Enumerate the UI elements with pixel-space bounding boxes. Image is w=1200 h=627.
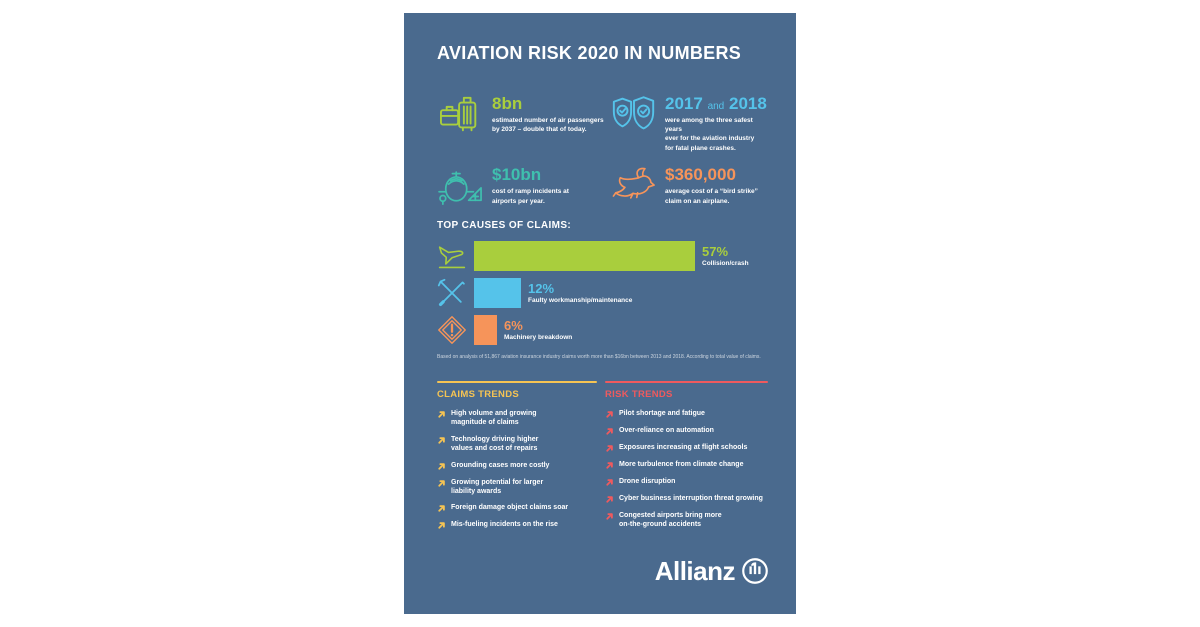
- trend-item: Technology driving higher values and cos…: [437, 435, 597, 454]
- up-right-arrow-icon: [605, 410, 614, 419]
- infographic-panel: AVIATION RISK 2020 IN NUMBERS 8bn: [404, 13, 796, 614]
- bar-value-label: 12%: [528, 281, 555, 297]
- trend-item: More turbulence from climate change: [605, 460, 768, 470]
- trend-item-label: Congested airports bring more on-the-gro…: [619, 511, 722, 529]
- trend-item: Exposures increasing at flight schools: [605, 443, 768, 453]
- stat-value: $10bn: [492, 165, 542, 185]
- up-right-arrow-icon: [605, 444, 614, 453]
- stat-description: estimated number of air passengers by 20…: [492, 116, 604, 134]
- stat-description: were among the three safest years ever f…: [665, 116, 755, 152]
- allianz-logo: Allianz: [655, 557, 769, 585]
- trend-item-label: Growing potential for larger liability a…: [451, 478, 544, 496]
- stat-bird-strike: $360,000 average cost of a “bird strike”…: [610, 165, 768, 207]
- bar-row-machinery: 6% Machinery breakdown: [437, 315, 768, 346]
- trend-item: Pilot shortage and fatigue: [605, 409, 768, 419]
- up-right-arrow-icon: [605, 461, 614, 470]
- page-title: AVIATION RISK 2020 IN NUMBERS: [437, 43, 742, 63]
- stat-air-passengers: 8bn estimated number of air passengers b…: [437, 94, 610, 154]
- stat-description: cost of ramp incidents at airports per y…: [492, 188, 569, 205]
- claims-trends-heading: CLAIMS TRENDS: [437, 388, 520, 400]
- tools-icon: [437, 278, 467, 308]
- luggage-icon: [437, 94, 485, 136]
- bar-machinery: [474, 315, 497, 346]
- trend-item-label: Cyber business interruption threat growi…: [619, 494, 763, 502]
- risk-trends-column: RISK TRENDS Pilot shortage and fatigue Ov…: [605, 380, 768, 531]
- up-right-arrow-icon: [605, 512, 614, 521]
- trend-item-label: More turbulence from climate change: [619, 460, 744, 468]
- bar-value-label: 57%: [702, 244, 729, 260]
- bar-category-label: Collision/crash: [702, 260, 749, 268]
- bar-chart: 57% Collision/crash 12%: [437, 241, 768, 346]
- claims-trends-divider: [437, 380, 597, 383]
- up-right-arrow-icon: [605, 478, 614, 487]
- bar-workmanship: [474, 278, 521, 309]
- plane-crash-icon: [437, 241, 467, 271]
- trend-item-label: Exposures increasing at flight schools: [619, 443, 748, 451]
- trend-item-label: Technology driving higher values and cos…: [451, 435, 539, 453]
- trend-item: Grounding cases more costly: [437, 461, 597, 471]
- trend-item: Foreign damage object claims soar: [437, 503, 597, 513]
- stat-value: 8bn: [492, 93, 523, 113]
- chart-title: TOP CAUSES OF CLAIMS:: [437, 220, 572, 232]
- bar-row-collision: 57% Collision/crash: [437, 241, 768, 272]
- trend-item: High volume and growing magnitude of cla…: [437, 409, 597, 428]
- bar-category-label: Faulty workmanship/maintenance: [528, 297, 633, 305]
- trend-item-label: High volume and growing magnitude of cla…: [451, 409, 537, 427]
- risk-trends-heading: RISK TRENDS: [605, 388, 673, 400]
- warning-diamond-icon: [437, 315, 467, 345]
- trend-item: Cyber business interruption threat growi…: [605, 494, 768, 504]
- trend-item: Growing potential for larger liability a…: [437, 478, 597, 497]
- stats-grid: 8bn estimated number of air passengers b…: [437, 94, 768, 208]
- stat-ramp-incidents: $10bn cost of ramp incidents at airports…: [437, 165, 610, 207]
- trend-item: Drone disruption: [605, 477, 768, 487]
- trend-item: Congested airports bring more on-the-gro…: [605, 511, 768, 530]
- risk-trends-divider: [605, 380, 768, 383]
- up-right-arrow-icon: [437, 504, 446, 513]
- stat-description: average cost of a “bird strike” claim on…: [665, 188, 758, 205]
- chart-footnote: Based on analysis of 51,867 aviation ins…: [437, 354, 761, 361]
- up-right-arrow-icon: [437, 410, 446, 419]
- trend-item-label: Mis-fueling incidents on the rise: [451, 521, 558, 529]
- trend-item: Mis-fueling incidents on the rise: [437, 520, 597, 530]
- up-right-arrow-icon: [437, 462, 446, 471]
- trend-item-label: Over-reliance on automation: [619, 426, 714, 434]
- airplane-ramp-icon: [437, 165, 485, 207]
- bar-value-label: 6%: [504, 318, 523, 334]
- bar-category-label: Machinery breakdown: [504, 334, 573, 342]
- stat-safest-years: 2017 and 2018 were among the three safes…: [610, 94, 768, 154]
- up-right-arrow-icon: [437, 436, 446, 445]
- allianz-eagle-icon: [741, 557, 769, 585]
- bird-icon: [610, 165, 658, 207]
- trend-item-label: Foreign damage object claims soar: [451, 504, 569, 512]
- up-right-arrow-icon: [605, 495, 614, 504]
- up-right-arrow-icon: [437, 479, 446, 488]
- trend-item-label: Grounding cases more costly: [451, 461, 550, 469]
- up-right-arrow-icon: [437, 521, 446, 530]
- trend-item: Over-reliance on automation: [605, 426, 768, 436]
- up-right-arrow-icon: [605, 427, 614, 436]
- bar-row-workmanship: 12% Faulty workmanship/maintenance: [437, 278, 768, 309]
- bar-collision: [474, 241, 695, 272]
- shields-check-icon: [610, 94, 658, 136]
- claims-trends-column: CLAIMS TRENDS High volume and growing ma…: [437, 380, 605, 531]
- risk-trends-list: Pilot shortage and fatigue Over-reliance …: [605, 409, 768, 530]
- stat-value: 2017 and 2018: [665, 93, 767, 113]
- trends-section: CLAIMS TRENDS High volume and growing ma…: [437, 380, 768, 531]
- stat-value: $360,000: [665, 165, 736, 185]
- trend-item-label: Pilot shortage and fatigue: [619, 409, 705, 417]
- allianz-wordmark: Allianz: [654, 556, 736, 586]
- trend-item-label: Drone disruption: [619, 477, 676, 485]
- claims-trends-list: High volume and growing magnitude of cla…: [437, 409, 597, 531]
